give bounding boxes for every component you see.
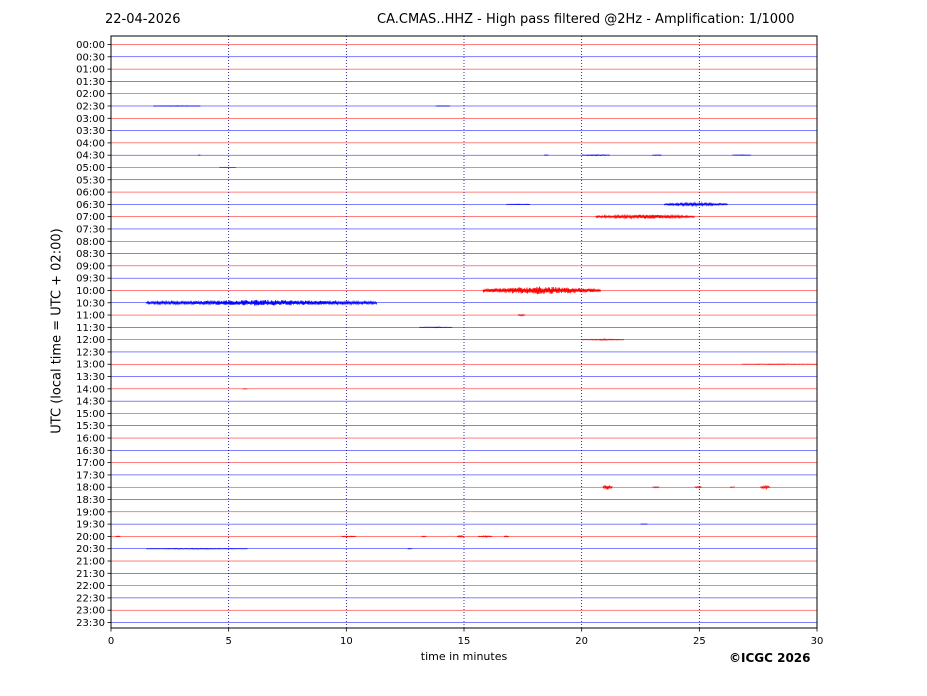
y-tick-label: 09:30: [76, 274, 105, 285]
header-date: 22-04-2026: [105, 12, 181, 27]
x-tick-label: 15: [458, 636, 471, 647]
y-tick-label: 15:30: [76, 421, 105, 432]
event-trace: [115, 535, 121, 538]
event-trace: [146, 547, 248, 550]
event-trace: [741, 363, 818, 366]
event-trace: [341, 535, 356, 538]
x-axis-label: time in minutes: [420, 650, 508, 663]
event-trace: [506, 203, 531, 206]
copyright-notice: ©ICGC 2026: [729, 651, 811, 665]
y-tick-label: 14:30: [76, 397, 105, 408]
y-tick-label: 23:30: [76, 618, 105, 629]
y-tick-label: 05:00: [76, 163, 105, 174]
y-tick-label: 07:30: [76, 224, 105, 235]
y-tick-label: 13:00: [76, 360, 105, 371]
y-tick-label: 20:30: [76, 544, 105, 555]
x-tick-label: 20: [575, 636, 588, 647]
x-tick-label: 10: [340, 636, 353, 647]
y-tick-label: 18:30: [76, 495, 105, 506]
x-tick-label: 25: [693, 636, 706, 647]
y-tick-label: 00:30: [76, 52, 105, 63]
event-trace: [477, 535, 493, 538]
y-tick-label: 18:00: [76, 483, 105, 494]
y-tick-label: 11:00: [76, 311, 105, 322]
y-tick-label: 23:00: [76, 606, 105, 617]
y-tick-label: 11:30: [76, 323, 105, 334]
y-tick-label: 13:30: [76, 372, 105, 383]
chart-title: CA.CMAS..HHZ - High pass filtered @2Hz -…: [377, 12, 795, 27]
y-tick-label: 08:00: [76, 237, 105, 248]
y-tick-label: 03:30: [76, 126, 105, 137]
y-tick-label: 22:00: [76, 581, 105, 592]
y-tick-label: 10:00: [76, 286, 105, 297]
x-tick-label: 0: [108, 636, 114, 647]
y-tick-label: 05:30: [76, 175, 105, 186]
y-tick-label: 12:30: [76, 347, 105, 358]
event-trace: [652, 486, 660, 489]
x-tick-label: 5: [225, 636, 231, 647]
event-trace: [145, 299, 378, 306]
grid-layer: [228, 36, 700, 628]
event-trace: [663, 201, 728, 208]
event-trace: [652, 154, 662, 157]
event-trace: [456, 534, 465, 538]
event-trace: [602, 484, 613, 490]
y-tick-label: 09:00: [76, 261, 105, 272]
y-tick-label: 16:30: [76, 446, 105, 457]
y-tick-label: 19:30: [76, 520, 105, 531]
event-trace: [694, 485, 702, 489]
y-tick-label: 20:00: [76, 532, 105, 543]
y-tick-label: 07:00: [76, 212, 105, 223]
y-tick-label: 21:00: [76, 557, 105, 568]
y-tick-label: 01:00: [76, 65, 105, 76]
y-tick-label: 00:00: [76, 40, 105, 51]
y-tick-label: 17:00: [76, 458, 105, 469]
y-tick-label: 06:30: [76, 200, 105, 211]
event-trace: [419, 326, 453, 329]
y-tick-label: 15:00: [76, 409, 105, 420]
event-trace: [732, 154, 752, 156]
y-tick-label: 14:00: [76, 384, 105, 395]
event-trace: [729, 486, 735, 489]
event-trace: [595, 213, 695, 220]
event-trace: [581, 154, 611, 157]
x-tick-label: 30: [811, 636, 824, 647]
event-trace: [482, 286, 601, 295]
event-trace: [581, 338, 625, 341]
y-tick-label: 01:30: [76, 77, 105, 88]
y-tick-label: 16:00: [76, 434, 105, 445]
event-trace: [760, 484, 771, 491]
y-tick-label: 21:30: [76, 569, 105, 580]
y-tick-label: 04:00: [76, 138, 105, 149]
y-tick-label: 02:30: [76, 101, 105, 112]
y-tick-label: 06:00: [76, 188, 105, 199]
event-trace: [517, 313, 526, 317]
plot-frame: [110, 35, 818, 629]
y-tick-label: 04:30: [76, 151, 105, 162]
y-tick-label: 08:30: [76, 249, 105, 260]
y-tick-label: 02:00: [76, 89, 105, 100]
y-tick-label: 10:30: [76, 298, 105, 309]
x-tick-layer: 0 5 10 15 20 25 30: [108, 628, 824, 647]
y-tick-label: 12:00: [76, 335, 105, 346]
y-tick-label: 19:00: [76, 507, 105, 518]
y-tick-label: 03:00: [76, 114, 105, 125]
event-trace: [503, 535, 509, 538]
y-tick-label: 22:30: [76, 593, 105, 604]
y-tick-label: 17:30: [76, 470, 105, 481]
